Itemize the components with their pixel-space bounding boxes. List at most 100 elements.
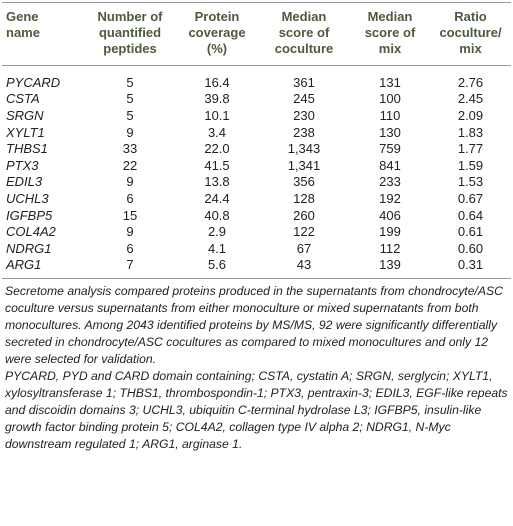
value-cell: 260 <box>293 207 315 223</box>
gene-cell: UCHL3 <box>6 190 49 206</box>
gene-cell: THBS1 <box>6 141 48 157</box>
value-cell: 361 <box>293 74 315 90</box>
header-line: name <box>6 25 40 40</box>
value-cell: 199 <box>379 224 401 240</box>
header-line: peptides <box>103 41 157 56</box>
value-cell: 0.31 <box>457 257 484 273</box>
value-cell: 2.09 <box>457 107 484 123</box>
value-cell: 0.60 <box>457 240 484 256</box>
value-cell: 33 <box>122 141 138 157</box>
footnote: Secretome analysis compared proteins pro… <box>5 284 503 367</box>
value-cell: 0.67 <box>457 190 484 206</box>
value-cell: 238 <box>293 124 315 140</box>
table-row: UCHL3 6 24.4 128 192 0.67 <box>2 190 511 207</box>
value-cell: 22 <box>122 157 138 173</box>
gene-cell: IGFBP5 <box>6 207 53 223</box>
header-line: coculture/ <box>439 25 502 40</box>
value-cell: 67 <box>296 240 312 256</box>
gene-cell: ARG1 <box>6 257 42 273</box>
value-cell: 15 <box>122 207 138 223</box>
value-cell: 1,341 <box>287 157 321 173</box>
header-cell: Ratio coculture/mix <box>430 3 511 66</box>
footnote: PYCARD, PYD and CARD domain containing; … <box>5 369 508 452</box>
value-cell: 139 <box>379 257 401 273</box>
table-row: PTX3 22 41.5 1,341 841 1.59 <box>2 157 511 174</box>
value-cell: 6 <box>126 190 134 206</box>
gene-cell: PTX3 <box>6 157 39 173</box>
gene-cell: SRGN <box>6 107 44 123</box>
value-cell: 230 <box>293 107 315 123</box>
header-line: quantified <box>98 25 162 40</box>
footnotes: Secretome analysis compared proteins pro… <box>5 283 508 453</box>
value-cell: 5 <box>126 74 134 90</box>
value-cell: 1.83 <box>457 124 484 140</box>
header-cell: Number of quantified peptides <box>84 3 176 66</box>
value-cell: 131 <box>379 74 401 90</box>
value-cell: 22.0 <box>204 141 230 157</box>
value-cell: 5 <box>126 107 134 123</box>
table-row: THBS1 33 22.0 1,343 759 1.77 <box>2 140 511 157</box>
header-cell: Gene name <box>2 3 84 66</box>
header-line: Ratio <box>454 9 487 24</box>
table-row: EDIL3 9 13.8 356 233 1.53 <box>2 174 511 191</box>
header-line: Number of <box>97 9 163 24</box>
gene-cell: COL4A2 <box>6 224 56 240</box>
table-row: CSTA 5 39.8 245 100 2.45 <box>2 91 511 108</box>
table-row: COL4A2 9 2.9 122 199 0.61 <box>2 223 511 240</box>
gene-cell: NDRG1 <box>6 240 52 256</box>
table-row: SRGN 5 10.1 230 110 2.09 <box>2 107 511 124</box>
value-cell: 112 <box>379 240 401 256</box>
value-cell: 9 <box>126 124 134 140</box>
value-cell: 2.76 <box>457 74 484 90</box>
value-cell: 5.6 <box>207 257 227 273</box>
value-cell: 24.4 <box>204 190 230 206</box>
value-cell: 0.61 <box>457 224 484 240</box>
value-cell: 759 <box>379 141 401 157</box>
value-cell: 130 <box>379 124 401 140</box>
gene-cell: PYCARD <box>6 74 61 90</box>
value-cell: 9 <box>126 224 134 240</box>
value-cell: 2.45 <box>457 91 484 107</box>
table-row: IGFBP5 15 40.8 260 406 0.64 <box>2 207 511 224</box>
gene-cell: EDIL3 <box>6 174 43 190</box>
header-line: mix <box>378 41 402 56</box>
value-cell: 5 <box>126 91 134 107</box>
header-line: Median <box>367 9 413 24</box>
value-cell: 39.8 <box>204 91 230 107</box>
value-cell: 110 <box>379 107 401 123</box>
header-cell: Protein coverage (%) <box>176 3 258 66</box>
value-cell: 9 <box>126 174 134 190</box>
value-cell: 1.59 <box>457 157 484 173</box>
table-row: ARG1 7 5.6 43 139 0.31 <box>2 257 511 279</box>
value-cell: 406 <box>379 207 401 223</box>
value-cell: 16.4 <box>204 74 230 90</box>
gene-cell: CSTA <box>6 91 40 107</box>
header-line: (%) <box>206 41 228 56</box>
value-cell: 192 <box>379 190 401 206</box>
value-cell: 2.9 <box>207 224 227 240</box>
value-cell: 43 <box>296 257 312 273</box>
value-cell: 233 <box>379 174 401 190</box>
header-cell: Median score of mix <box>350 3 430 66</box>
value-cell: 10.1 <box>204 107 230 123</box>
table-body: PYCARD 5 16.4 361 131 2.76 CSTA 5 39.8 245 100 2.45… <box>2 66 511 279</box>
value-cell: 41.5 <box>204 157 230 173</box>
value-cell: 0.64 <box>457 207 484 223</box>
header-line: coverage <box>188 25 246 40</box>
value-cell: 122 <box>293 224 315 240</box>
value-cell: 6 <box>126 240 134 256</box>
header-line: score of <box>364 25 416 40</box>
header-line: score of <box>278 25 330 40</box>
header-line: Median <box>281 9 327 24</box>
value-cell: 1,343 <box>287 141 321 157</box>
value-cell: 245 <box>293 91 315 107</box>
value-cell: 40.8 <box>204 207 230 223</box>
header-line: Gene <box>6 9 39 24</box>
value-cell: 356 <box>293 174 315 190</box>
header-line: Protein <box>194 9 240 24</box>
table-row: PYCARD 5 16.4 361 131 2.76 <box>2 66 511 91</box>
value-cell: 13.8 <box>204 174 230 190</box>
value-cell: 7 <box>126 257 134 273</box>
header-line: mix <box>459 41 482 56</box>
